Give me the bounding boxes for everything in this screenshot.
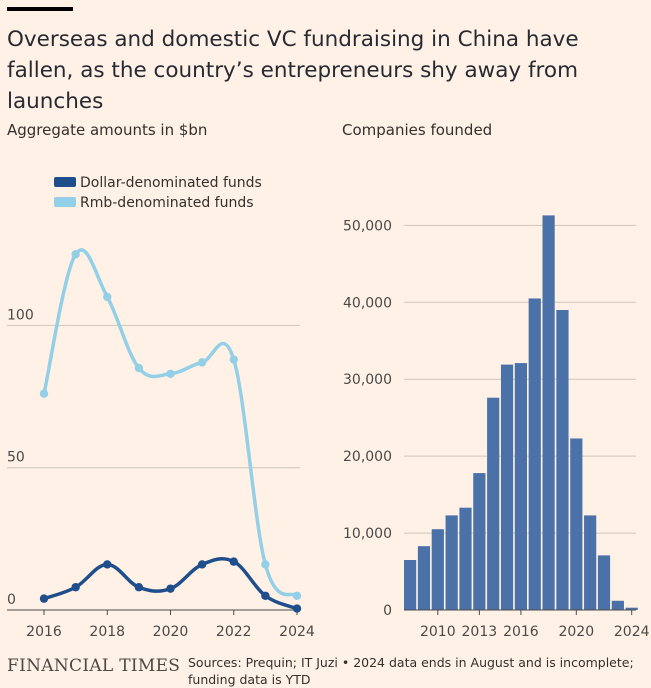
right-chart-subtitle: Companies founded [342, 121, 493, 139]
left-x-tick-label: 2016 [26, 624, 62, 640]
bar-2015 [500, 364, 514, 610]
dollar-data-point [103, 560, 112, 569]
left-chart-subtitle: Aggregate amounts in $bn [7, 121, 208, 139]
bar-2013 [473, 473, 486, 610]
rmb-legend-swatch [54, 197, 76, 207]
right-y-tick-label: 30,000 [343, 372, 392, 388]
dollar-data-point [39, 594, 49, 603]
bar-2014 [487, 397, 500, 610]
dollar-data-point [261, 591, 270, 600]
right-y-tick-label: 50,000 [343, 218, 392, 234]
bar-2021 [584, 515, 597, 610]
right-y-tick-label: 20,000 [343, 449, 392, 465]
bar-2011 [445, 515, 458, 610]
dollar-legend-label: Dollar-denominated funds [80, 175, 262, 191]
bar-2018 [542, 215, 555, 610]
right-x-tick-label: 2020 [558, 624, 594, 640]
right-x-tick-label: 2013 [462, 624, 498, 640]
rmb-series-line [42, 248, 299, 598]
left-y-tick-label: 100 [7, 307, 34, 323]
dollar-data-point [71, 583, 80, 592]
rmb-data-point [166, 369, 175, 378]
dollar-data-point [197, 560, 207, 569]
dollar-data-point [134, 583, 144, 592]
bar-2010 [431, 529, 444, 610]
dollar-data-point [292, 604, 302, 613]
left-x-tick-label: 2020 [153, 624, 189, 640]
ft-top-bar [7, 7, 73, 11]
dollar-series-line [42, 557, 299, 611]
dollar-data-point [166, 584, 175, 593]
chart-title: Overseas and domestic VC fundraising in … [7, 27, 579, 114]
bar-2017 [528, 298, 541, 610]
bar-2019 [556, 310, 569, 610]
left-y-tick-label: 50 [7, 450, 25, 466]
bar-2009 [417, 546, 431, 610]
bar-2023 [611, 600, 624, 610]
rmb-data-point [103, 292, 112, 302]
right-x-tick-label: 2024 [614, 624, 650, 640]
bar-2016 [514, 363, 527, 610]
ft-logo: FINANCIAL TIMES [7, 656, 181, 676]
bar-2008 [404, 560, 417, 610]
rmb-data-point [292, 591, 302, 600]
left-y-tick-label: 0 [7, 592, 16, 608]
right-y-tick-label: 0 [383, 603, 392, 619]
bar-2024 [625, 607, 638, 610]
bar-2022 [597, 555, 611, 610]
rmb-data-point [197, 358, 207, 367]
right-y-tick-label: 10,000 [343, 526, 392, 542]
dollar-data-point [229, 557, 238, 566]
right-y-tick-label: 40,000 [343, 295, 392, 311]
rmb-data-point [261, 560, 270, 569]
rmb-data-point [134, 363, 144, 373]
left-x-tick-label: 2024 [279, 624, 315, 640]
left-x-tick-label: 2018 [89, 624, 125, 640]
rmb-data-point [39, 389, 49, 398]
rmb-data-point [229, 355, 238, 364]
right-x-tick-label: 2016 [503, 624, 539, 640]
right-x-tick-label: 2010 [420, 624, 456, 640]
rmb-data-point [71, 250, 80, 259]
bar-2012 [459, 507, 472, 610]
sources-note: Sources: Prequin; IT Juzi • 2024 data en… [188, 655, 634, 687]
rmb-legend-label: Rmb-denominated funds [80, 195, 254, 211]
bar-2020 [570, 438, 583, 610]
left-x-tick-label: 2022 [216, 624, 252, 640]
dollar-legend-swatch [54, 177, 76, 187]
